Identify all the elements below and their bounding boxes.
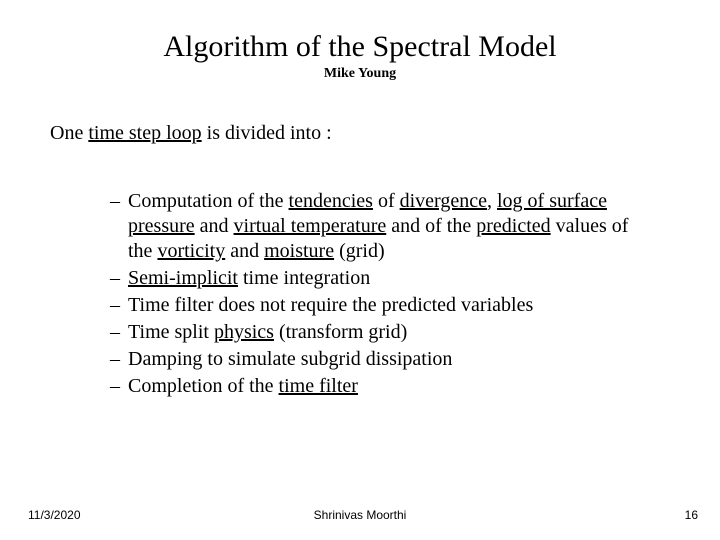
footer-page: 16 <box>685 508 698 522</box>
bullet-dash: – <box>110 320 120 345</box>
text-run: (grid) <box>334 240 385 262</box>
bullet-dash: – <box>110 266 120 291</box>
text-run: Completion of the <box>128 375 279 397</box>
bullet-text: Time split physics (transform grid) <box>128 320 640 345</box>
footer-author: Shrinivas Moorthi <box>314 508 407 522</box>
text-run: (transform grid) <box>274 321 407 343</box>
bullet-text: Semi-implicit time integration <box>128 266 640 291</box>
underlined-term: Semi-implicit <box>128 267 238 289</box>
underlined-term: tendencies <box>289 190 373 212</box>
underlined-term: time filter <box>279 375 358 397</box>
bullet-list: –Computation of the tendencies of diverg… <box>110 189 640 399</box>
list-item: –Semi-implicit time integration <box>110 266 640 291</box>
intro-pre: One <box>50 122 88 144</box>
list-item: –Damping to simulate subgrid dissipation <box>110 347 640 372</box>
footer-date: 11/3/2020 <box>28 508 81 522</box>
text-run: Computation of the <box>128 190 289 212</box>
underlined-term: divergence <box>400 190 487 212</box>
bullet-dash: – <box>110 293 120 318</box>
bullet-dash: – <box>110 374 120 399</box>
bullet-dash: – <box>110 189 120 264</box>
slide: Algorithm of the Spectral Model Mike You… <box>0 0 720 540</box>
bullet-text: Damping to simulate subgrid dissipation <box>128 347 640 372</box>
underlined-term: virtual temperature <box>234 215 387 237</box>
intro-line: One time step loop is divided into : <box>50 122 680 145</box>
list-item: –Completion of the time filter <box>110 374 640 399</box>
text-run: and of the <box>386 215 476 237</box>
bullet-text: Computation of the tendencies of diverge… <box>128 189 640 264</box>
underlined-term: physics <box>214 321 274 343</box>
underlined-term: moisture <box>264 240 334 262</box>
list-item: –Time filter does not require the predic… <box>110 293 640 318</box>
text-run: , <box>487 190 497 212</box>
text-run: Time split <box>128 321 214 343</box>
text-run: and <box>195 215 234 237</box>
text-run: of <box>373 190 400 212</box>
slide-subtitle: Mike Young <box>40 66 680 82</box>
text-run: Time filter does not require the predict… <box>128 294 533 316</box>
underlined-term: predicted <box>476 215 550 237</box>
intro-underline: time step loop <box>88 122 201 144</box>
list-item: –Computation of the tendencies of diverg… <box>110 189 640 264</box>
text-run: time integration <box>238 267 370 289</box>
bullet-text: Completion of the time filter <box>128 374 640 399</box>
underlined-term: vorticity <box>157 240 225 262</box>
text-run: Damping to simulate subgrid dissipation <box>128 348 452 370</box>
bullet-text: Time filter does not require the predict… <box>128 293 640 318</box>
slide-title: Algorithm of the Spectral Model <box>40 30 680 64</box>
bullet-dash: – <box>110 347 120 372</box>
list-item: –Time split physics (transform grid) <box>110 320 640 345</box>
text-run: and <box>225 240 264 262</box>
intro-post: is divided into : <box>202 122 332 144</box>
